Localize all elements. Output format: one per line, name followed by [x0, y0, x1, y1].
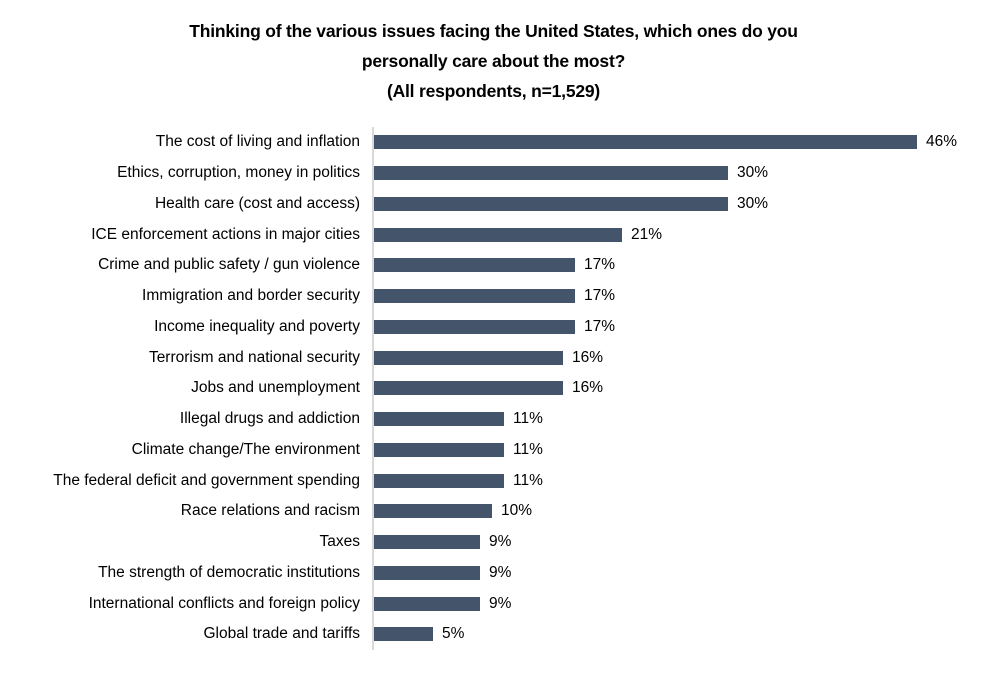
category-label: Climate change/The environment: [131, 440, 360, 458]
bar-wrap: 11%: [374, 410, 543, 428]
chart-row: Ethics, corruption, money in politics 30%: [0, 158, 987, 189]
value-label: 11%: [513, 471, 543, 489]
value-label: 9%: [489, 563, 512, 581]
chart-title: Thinking of the various issues facing th…: [0, 0, 987, 106]
value-label: 5%: [442, 625, 465, 643]
bar-wrap: 21%: [374, 226, 662, 244]
value-label: 11%: [513, 440, 543, 458]
category-label: Illegal drugs and addiction: [179, 410, 360, 428]
value-label: 17%: [584, 256, 616, 274]
bar-wrap: 9%: [374, 595, 511, 613]
value-label: 16%: [572, 379, 604, 397]
category-label: Race relations and racism: [180, 502, 360, 520]
y-axis-line: [372, 127, 374, 650]
bar-rows: The cost of living and inflation 46% Ethic…: [0, 127, 987, 650]
bar: [374, 258, 575, 273]
value-label: 46%: [926, 133, 958, 151]
category-label: The cost of living and inflation: [155, 133, 360, 151]
bar-wrap: 5%: [374, 625, 464, 643]
bar: [374, 473, 504, 488]
chart-row: Race relations and racism 10%: [0, 496, 987, 527]
bar: [374, 627, 433, 642]
chart-row: Jobs and unemployment 16%: [0, 373, 987, 404]
bar: [374, 412, 504, 427]
value-label: 11%: [513, 410, 543, 428]
chart-row: Climate change/The environment 11%: [0, 435, 987, 466]
category-label: Jobs and unemployment: [191, 379, 360, 397]
bar: [374, 504, 492, 519]
bar: [374, 227, 622, 242]
chart-row: Illegal drugs and addiction 11%: [0, 404, 987, 435]
chart-title-line3: (All respondents, n=1,529): [386, 81, 601, 101]
bar: [374, 442, 504, 457]
bar: [374, 135, 917, 150]
bar: [374, 289, 575, 304]
chart-row: Immigration and border security 17%: [0, 281, 987, 312]
value-label: 21%: [631, 225, 663, 243]
category-label: Crime and public safety / gun violence: [98, 256, 360, 274]
bar: [374, 535, 480, 550]
category-label: International conflicts and foreign poli…: [88, 594, 360, 612]
bar: [374, 196, 728, 211]
category-label: The federal deficit and government spend…: [53, 471, 360, 489]
category-label: Taxes: [319, 533, 361, 551]
plot-area: The cost of living and inflation 46% Ethic…: [0, 127, 987, 650]
bar: [374, 319, 575, 334]
chart-row: Global trade and tariffs 5%: [0, 619, 987, 650]
bar-wrap: 9%: [374, 533, 511, 551]
category-label: Ethics, corruption, money in politics: [117, 164, 360, 182]
chart-row: Health care (cost and access) 30%: [0, 189, 987, 220]
bar: [374, 350, 563, 365]
bar-wrap: 30%: [374, 195, 768, 213]
value-label: 30%: [737, 194, 769, 212]
chart-row: ICE enforcement actions in major cities 2…: [0, 219, 987, 250]
category-label: ICE enforcement actions in major cities: [91, 225, 360, 243]
value-label: 17%: [584, 287, 616, 305]
chart-row: The strength of democratic institutions 9…: [0, 558, 987, 589]
category-label: Terrorism and national security: [148, 348, 360, 366]
bar-wrap: 11%: [374, 472, 543, 490]
value-label: 9%: [489, 533, 512, 551]
chart-row: Taxes 9%: [0, 527, 987, 558]
chart-title-line2: personally care about the most?: [361, 51, 626, 71]
chart-row: Crime and public safety / gun violence 17…: [0, 250, 987, 281]
chart-row: International conflicts and foreign poli…: [0, 588, 987, 619]
bar: [374, 596, 480, 611]
value-label: 30%: [737, 164, 769, 182]
value-label: 9%: [489, 594, 512, 612]
category-label: Immigration and border security: [142, 287, 360, 305]
category-label: Global trade and tariffs: [203, 625, 360, 643]
value-label: 17%: [584, 317, 616, 335]
bar-wrap: 17%: [374, 256, 615, 274]
chart-row: The cost of living and inflation 46%: [0, 127, 987, 158]
chart-row: The federal deficit and government spend…: [0, 465, 987, 496]
value-label: 16%: [572, 348, 604, 366]
bar: [374, 166, 728, 181]
bar: [374, 565, 480, 580]
bar-wrap: 16%: [374, 349, 603, 367]
bar-wrap: 11%: [374, 441, 543, 459]
chart-row: Terrorism and national security 16%: [0, 342, 987, 373]
bar-wrap: 16%: [374, 379, 603, 397]
bar: [374, 381, 563, 396]
bar-wrap: 46%: [374, 133, 957, 151]
value-label: 10%: [501, 502, 533, 520]
bar-wrap: 9%: [374, 564, 511, 582]
category-label: Health care (cost and access): [154, 194, 360, 212]
category-label: Income inequality and poverty: [154, 317, 360, 335]
chart-row: Income inequality and poverty 17%: [0, 312, 987, 343]
chart-title-line1: Thinking of the various issues facing th…: [189, 21, 798, 41]
bar-wrap: 17%: [374, 287, 615, 305]
category-label: The strength of democratic institutions: [98, 563, 360, 581]
bar-wrap: 30%: [374, 164, 768, 182]
bar-wrap: 17%: [374, 318, 615, 336]
bar-wrap: 10%: [374, 502, 532, 520]
